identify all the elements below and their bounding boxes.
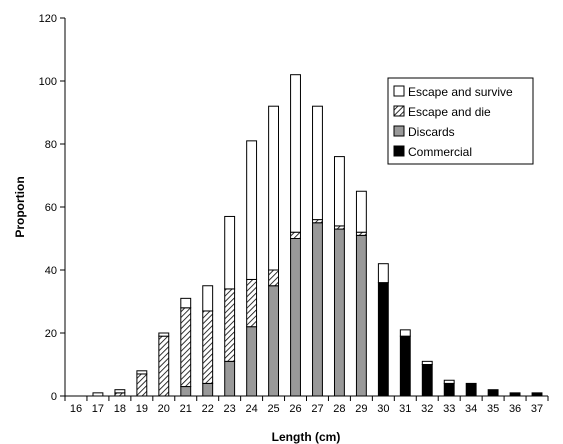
y-tick-label: 40 bbox=[45, 265, 57, 277]
x-tick-label: 29 bbox=[355, 403, 367, 415]
legend-label: Escape and die bbox=[408, 105, 491, 119]
bar-segment-escape-and-survive bbox=[114, 389, 126, 394]
bar-segment-discards bbox=[268, 285, 280, 397]
bar-segment-escape-and-die bbox=[202, 310, 214, 384]
x-axis-ticks: 16 17 18 19 20 21 22 23 24 25 26 27 28 29 30 31 32 33 34 35… bbox=[64, 396, 549, 415]
bar-segment-discards bbox=[246, 326, 258, 397]
bar-segment-discards bbox=[333, 228, 345, 397]
bar-segment-escape-and-die bbox=[224, 288, 236, 362]
x-tick-label: 35 bbox=[487, 403, 499, 415]
bar-segment-commercial bbox=[465, 382, 477, 397]
bar-segment-escape-and-survive bbox=[399, 329, 411, 337]
bar-segment-escape-and-survive bbox=[443, 379, 455, 384]
x-tick-label: 33 bbox=[443, 403, 455, 415]
bar-segment-commercial bbox=[487, 389, 499, 397]
bar-segment-escape-and-die bbox=[268, 269, 280, 287]
bar-segment-discards bbox=[355, 234, 367, 397]
bar-segment-discards bbox=[202, 382, 214, 397]
legend-swatch bbox=[393, 125, 405, 137]
bar-segment-escape-and-die bbox=[180, 307, 192, 388]
bar-segment-commercial bbox=[443, 382, 455, 397]
x-tick-label: 32 bbox=[421, 403, 433, 415]
bar-segment-escape-and-survive bbox=[290, 74, 301, 233]
bar-segment-escape-and-survive bbox=[224, 215, 236, 290]
y-axis-title: Proportion bbox=[13, 176, 27, 237]
y-tick-label: 120 bbox=[39, 13, 57, 25]
bar-segment-escape-and-survive bbox=[312, 105, 323, 221]
x-tick-label: 21 bbox=[180, 403, 192, 415]
y-tick-label: 100 bbox=[39, 76, 57, 88]
y-tick-label: 20 bbox=[45, 328, 57, 340]
bar-segment-escape-and-survive bbox=[421, 360, 433, 366]
bar-segment-commercial bbox=[399, 335, 411, 397]
x-tick-label: 34 bbox=[465, 403, 477, 415]
bar-segment-escape-and-survive bbox=[180, 297, 192, 309]
y-axis-ticks: 0 20 40 60 80 100 120 bbox=[39, 13, 65, 403]
bar-segment-commercial bbox=[421, 364, 433, 397]
bar-segment-escape-and-survive bbox=[136, 370, 148, 375]
x-tick-label: 30 bbox=[377, 403, 389, 415]
y-tick-label: 60 bbox=[45, 202, 57, 214]
x-tick-label: 31 bbox=[399, 403, 411, 415]
legend-swatch bbox=[393, 105, 405, 117]
y-tick-label: 80 bbox=[45, 139, 57, 151]
y-tick-label: 0 bbox=[51, 391, 57, 403]
x-tick-label: 36 bbox=[509, 403, 521, 415]
bar-segment-escape-and-die bbox=[290, 231, 301, 239]
legend-swatch bbox=[393, 85, 405, 97]
bar-segment-escape-and-survive bbox=[355, 190, 367, 233]
x-tick-label: 25 bbox=[267, 403, 279, 415]
bar-segment-discards bbox=[312, 222, 323, 397]
x-tick-label: 28 bbox=[333, 403, 345, 415]
x-axis-title: Length (cm) bbox=[272, 430, 341, 444]
bar-segment-escape-and-die bbox=[136, 373, 148, 397]
x-tick-label: 37 bbox=[531, 403, 543, 415]
x-tick-label: 27 bbox=[311, 403, 323, 415]
bar-segment-escape-and-survive bbox=[158, 332, 170, 337]
bar-segment-commercial bbox=[377, 282, 389, 397]
x-tick-label: 24 bbox=[245, 403, 257, 415]
x-tick-label: 23 bbox=[224, 403, 236, 415]
x-tick-label: 19 bbox=[136, 403, 148, 415]
x-tick-label: 16 bbox=[70, 403, 82, 415]
x-tick-label: 20 bbox=[158, 403, 170, 415]
legend-frame bbox=[387, 77, 534, 165]
bar-segment-discards bbox=[180, 386, 192, 397]
bar-segment-escape-and-survive bbox=[333, 156, 345, 227]
bar-segment-escape-and-survive bbox=[246, 140, 258, 280]
bar-segment-escape-and-survive bbox=[377, 263, 389, 284]
bar-segment-escape-and-survive bbox=[202, 285, 214, 312]
x-tick-label: 17 bbox=[92, 403, 104, 415]
legend-label: Escape and survive bbox=[408, 85, 513, 99]
bar-segment-escape-and-survive bbox=[268, 105, 280, 271]
bar-segment-escape-and-die bbox=[158, 335, 170, 397]
bar-segment-discards bbox=[290, 238, 301, 397]
x-tick-label: 18 bbox=[114, 403, 126, 415]
legend-swatch bbox=[393, 145, 405, 157]
legend-label: Discards bbox=[408, 125, 455, 139]
legend: Escape and survive Escape and die Discards… bbox=[387, 77, 534, 165]
bar-segment-escape-and-die bbox=[246, 278, 258, 328]
bar-segment-discards bbox=[224, 360, 236, 397]
x-tick-label: 22 bbox=[202, 403, 214, 415]
x-tick-label: 26 bbox=[289, 403, 301, 415]
legend-label: Commercial bbox=[408, 145, 472, 159]
